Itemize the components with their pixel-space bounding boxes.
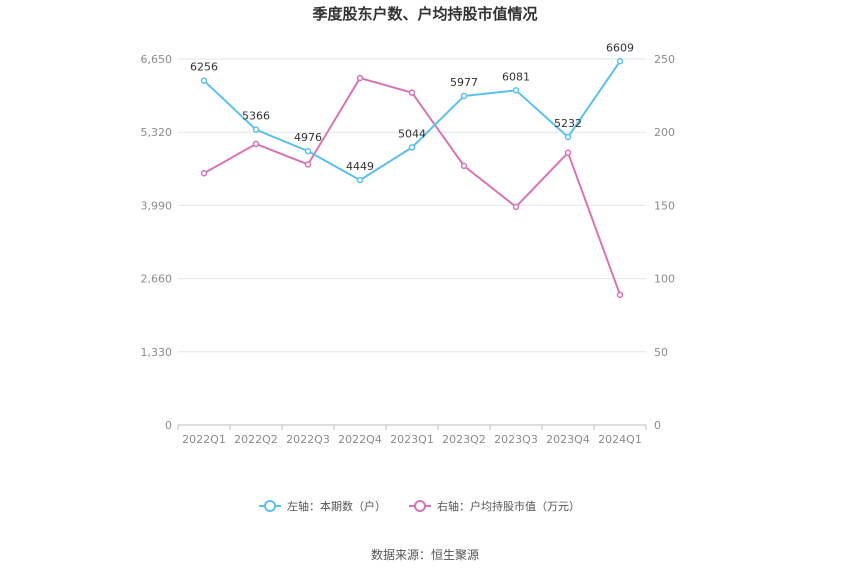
legend-item-2: 右轴：户均持股市值（万元）	[409, 499, 580, 513]
x-tick-label: 2023Q4	[546, 433, 590, 446]
legend-item-1: 左轴：本期数（户）	[259, 499, 386, 513]
x-tick-label: 2024Q1	[598, 433, 642, 446]
data-point	[200, 77, 208, 84]
legend: 左轴：本期数（户） 右轴：户均持股市值（万元）	[259, 499, 580, 513]
data-label: 5044	[398, 127, 426, 140]
legend-marker	[264, 500, 276, 512]
x-tick-label: 2023Q2	[442, 433, 486, 446]
right-tick-label: 0	[654, 419, 661, 432]
left-tick-label: 3,990	[141, 199, 173, 212]
right-tick-label: 50	[654, 346, 668, 359]
data-point	[408, 144, 416, 151]
data-point	[564, 149, 572, 156]
data-label: 6256	[190, 61, 218, 74]
right-tick-label: 100	[654, 273, 675, 286]
x-tick-label: 2022Q2	[234, 433, 278, 446]
right-tick-label: 150	[654, 199, 675, 212]
chart-title: 季度股东户数、户均持股市值情况	[312, 5, 537, 23]
left-tick-label: 5,320	[141, 126, 173, 139]
data-point	[200, 169, 208, 177]
data-point	[252, 126, 260, 133]
data-point	[304, 147, 312, 155]
legend-label: 左轴：本期数（户）	[287, 499, 386, 513]
series-2	[200, 74, 624, 298]
grid-lines	[178, 58, 646, 353]
data-label: 5977	[450, 76, 478, 89]
source-note: 数据来源：恒生聚源	[371, 547, 479, 562]
x-tick-label: 2022Q3	[286, 433, 330, 446]
data-label: 4976	[294, 131, 322, 144]
data-point	[512, 203, 520, 211]
left-axis-ticks: 0 1,330 2,660 3,990 5,320 6,650	[141, 53, 173, 432]
x-tick-label: 2022Q4	[338, 433, 382, 446]
data-point	[304, 161, 312, 168]
legend-marker	[414, 500, 426, 512]
left-tick-label: 6,650	[141, 53, 173, 66]
left-tick-label: 2,660	[141, 273, 173, 286]
data-point	[460, 162, 468, 170]
data-point	[356, 74, 364, 82]
data-point	[252, 140, 260, 148]
series-1: 6256 5366 4976 4449 5044 5977 6081 5232 6609	[190, 41, 634, 184]
data-label: 4449	[346, 160, 374, 173]
x-tick-label: 2022Q1	[182, 433, 226, 446]
data-label: 6081	[502, 70, 530, 83]
left-tick-label: 0	[165, 419, 172, 432]
right-tick-label: 250	[654, 53, 675, 66]
x-tick-label: 2023Q1	[390, 433, 434, 446]
legend-label: 右轴：户均持股市值（万元）	[437, 499, 580, 513]
data-label: 5232	[554, 117, 582, 130]
data-label: 5366	[242, 110, 270, 123]
data-point	[512, 87, 520, 94]
x-axis: 2022Q1 2022Q2 2022Q3 2022Q4 2023Q1 2023Q2 2023…	[177, 424, 647, 446]
left-tick-label: 1,330	[141, 346, 173, 359]
data-label: 6609	[606, 41, 634, 54]
data-point	[564, 133, 572, 141]
right-axis-ticks: 0 50 100 150 200 250	[654, 53, 675, 432]
data-point	[356, 176, 364, 184]
series-layer: 6256 5366 4976 4449 5044 5977 6081 5232 6609	[190, 41, 634, 298]
data-point	[460, 92, 468, 100]
data-point	[616, 58, 624, 65]
x-tick-label: 2023Q3	[494, 433, 538, 446]
right-tick-label: 200	[654, 126, 675, 139]
data-point	[408, 89, 416, 96]
data-point	[616, 291, 624, 298]
